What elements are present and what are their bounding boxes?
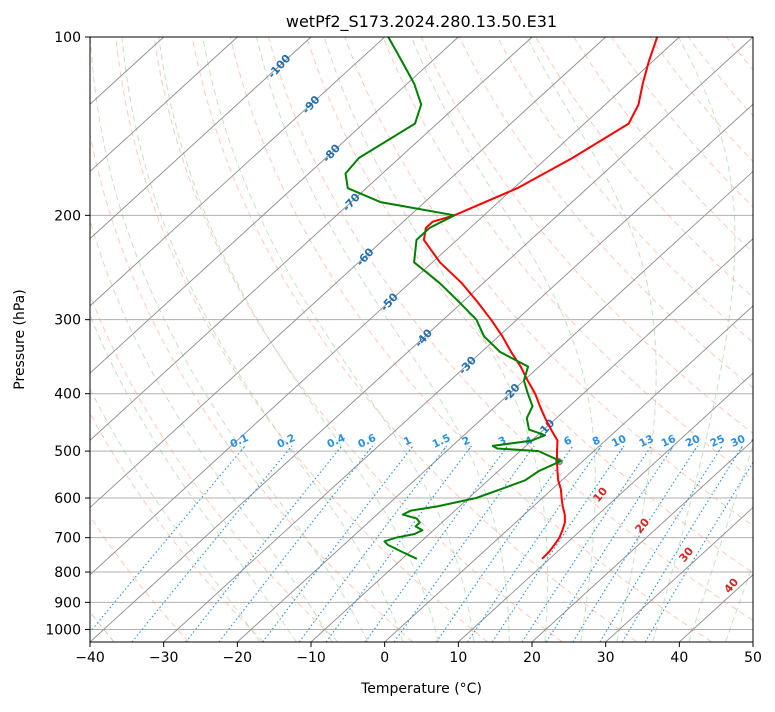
y-tick-label: 700: [54, 531, 81, 547]
x-tick-label: −30: [149, 650, 179, 666]
y-tick-label: 100: [54, 30, 81, 46]
chart-title: wetPf2_S173.2024.280.13.50.E31: [286, 12, 557, 32]
x-tick-label: −40: [75, 650, 105, 666]
y-tick-label: 800: [54, 565, 81, 581]
y-tick-label: 600: [54, 491, 81, 507]
y-tick-label: 1000: [45, 622, 81, 638]
y-tick-label: 300: [54, 313, 81, 329]
x-tick-label: 10: [449, 650, 467, 666]
x-tick-label: 30: [597, 650, 615, 666]
y-tick-label: 400: [54, 387, 81, 403]
y-tick-label: 900: [54, 595, 81, 611]
x-tick-label: 50: [744, 650, 762, 666]
x-tick-label: −10: [296, 650, 326, 666]
y-axis-label: Pressure (hPa): [12, 289, 28, 389]
y-tick-label: 200: [54, 208, 81, 224]
x-tick-label: 0: [380, 650, 389, 666]
x-tick-label: 40: [670, 650, 688, 666]
x-tick-label: 20: [523, 650, 541, 666]
y-tick-label: 500: [54, 444, 81, 460]
x-axis-label: Temperature (°C): [360, 681, 482, 697]
x-tick-label: −20: [223, 650, 253, 666]
